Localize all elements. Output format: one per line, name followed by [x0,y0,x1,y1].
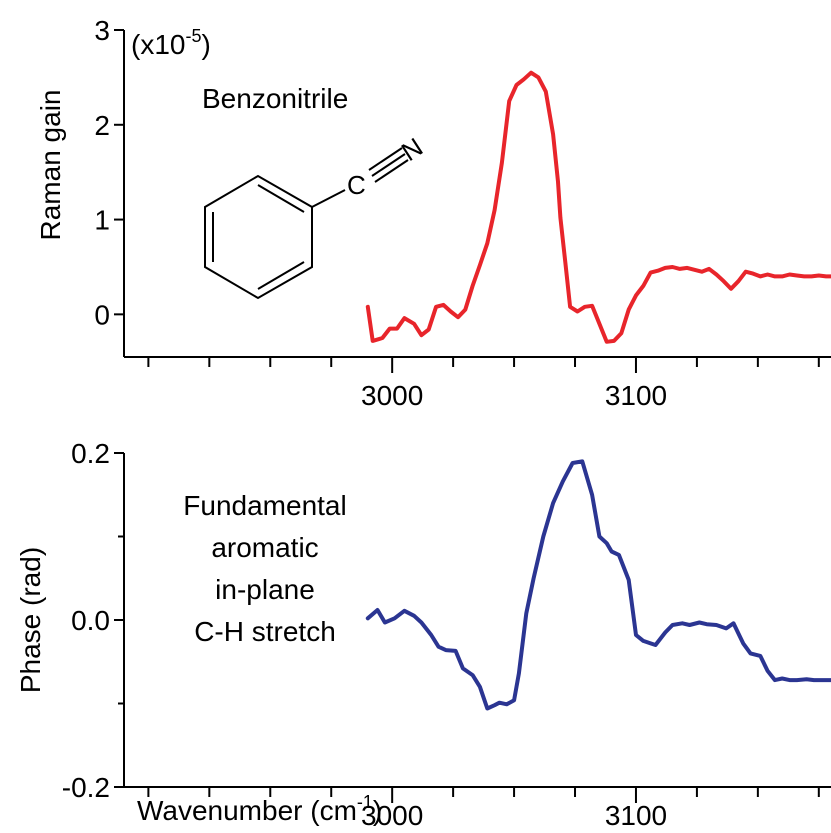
x-tick-label: 3000 [361,800,423,831]
x-tick-label: 3100 [605,380,667,411]
bottom-y-axis-label: Phase (rad) [15,547,46,693]
annotation-line-2: aromatic [211,532,318,563]
x-axis-label-close: ) [373,795,382,826]
y-tick-label: 0.2 [71,438,110,469]
scale-note-close: ) [201,29,210,60]
annotation-line-4: C-H stretch [194,616,336,647]
annotation-line-3: in-plane [215,574,315,605]
x-axis-label-base: Wavenumber (cm [137,795,357,826]
y-tick-label: 3 [94,15,110,46]
nitrogen-atom-label: N [396,132,428,167]
x-axis-label-exponent: -1 [357,792,373,812]
bottom-y-ticks: -0.2 0.0 0.2 [62,438,124,803]
scale-note: (x10-5) [131,26,211,60]
compound-name: Benzonitrile [202,83,348,114]
scale-note-exponent: -5 [185,26,201,46]
carbon-atom-label: C [347,170,366,200]
scale-note-base: (x10 [131,29,185,60]
y-tick-label: -0.2 [62,772,110,803]
x-tick-label: 3100 [605,800,667,831]
y-tick-label: 0 [94,299,110,330]
raman-gain-series [365,70,831,344]
annotation-line-1: Fundamental [183,490,346,521]
x-axis-label: Wavenumber (cm-1) [137,792,382,826]
top-y-axis-label: Raman gain [35,90,66,241]
top-x-ticks: 3000 3100 [147,357,820,411]
bottom-panel: -0.2 0.0 0.2 3000 3100 Phase (rad) Wavenumb… [15,438,831,831]
top-panel: 0 1 2 3 3000 3100 Raman gain (x10-5) Benzoni… [35,15,831,411]
phase-series [365,459,831,711]
y-tick-label: 1 [94,205,110,236]
benzonitrile-structure-icon: C N [204,132,428,300]
x-tick-label: 3000 [361,380,423,411]
mode-annotation: Fundamental aromatic in-plane C-H stretc… [183,490,346,647]
y-tick-label: 2 [94,110,110,141]
y-tick-label: 0.0 [71,605,110,636]
top-y-ticks: 0 1 2 3 [94,15,124,330]
bottom-x-ticks: 3000 3100 [147,787,820,831]
